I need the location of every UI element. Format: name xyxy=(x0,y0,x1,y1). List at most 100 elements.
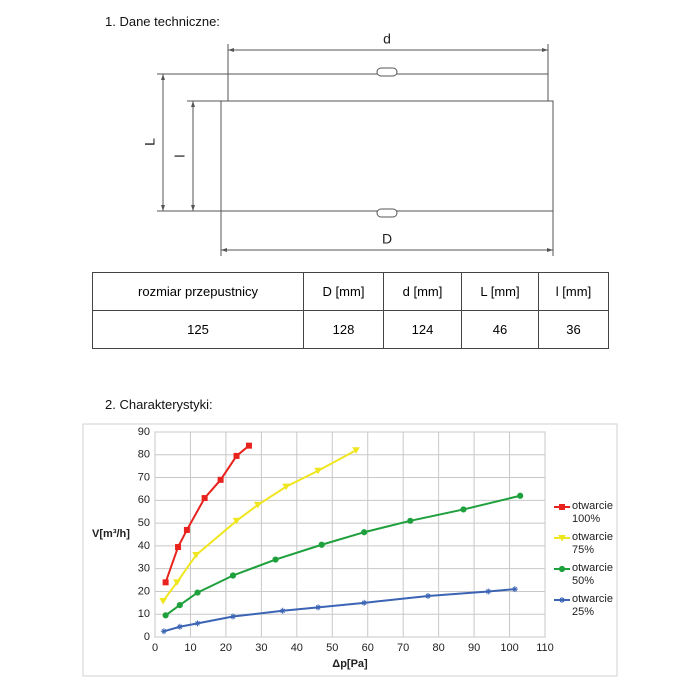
y-tick-label: 70 xyxy=(138,471,150,483)
marker xyxy=(282,483,291,491)
marker xyxy=(159,598,168,605)
dim-label: L xyxy=(142,138,158,146)
spec-table: rozmiar przepustnicy D [mm] d [mm] L [mm… xyxy=(92,272,609,349)
marker xyxy=(160,628,167,635)
marker xyxy=(352,447,360,454)
marker xyxy=(162,579,169,586)
tab xyxy=(376,67,398,77)
marker xyxy=(232,517,241,525)
marker xyxy=(315,604,322,611)
x-tick-label: 20 xyxy=(220,642,232,654)
legend-label: otwarcie 50% xyxy=(572,562,613,587)
y-tick-label: 0 xyxy=(144,631,150,643)
legend-item: otwarcie 25% xyxy=(553,593,623,624)
legend-item: otwarcie 75% xyxy=(553,531,623,562)
marker xyxy=(558,535,566,542)
marker xyxy=(176,602,183,609)
header-cell: d [mm] xyxy=(383,272,462,311)
marker xyxy=(201,495,208,502)
marker xyxy=(253,501,262,509)
marker xyxy=(173,579,181,586)
cell: 128 xyxy=(303,310,384,349)
header-cell: rozmiar przepustnicy xyxy=(92,272,304,311)
cell: 36 xyxy=(538,310,609,349)
diagram: d D L l xyxy=(142,31,554,256)
legend-label: otwarcie 100% xyxy=(572,500,613,525)
cell: 46 xyxy=(461,310,539,349)
marker xyxy=(194,620,201,627)
header-cell: L [mm] xyxy=(461,272,539,311)
x-tick-label: 100 xyxy=(500,642,518,654)
dim-label: d xyxy=(383,31,391,47)
marker xyxy=(559,504,565,510)
marker xyxy=(272,556,279,563)
legend-label: otwarcie 75% xyxy=(572,531,613,556)
y-axis-label: V[m³/h] xyxy=(92,528,130,540)
x-tick-label: 30 xyxy=(255,642,267,654)
marker xyxy=(318,541,325,548)
marker xyxy=(460,506,467,513)
chart-frame xyxy=(82,423,618,677)
y-tick-label: 80 xyxy=(138,449,150,461)
y-tick-label: 50 xyxy=(138,517,150,529)
marker xyxy=(245,442,252,449)
x-axis-label: Δp[Pa] xyxy=(332,658,368,670)
series-line xyxy=(162,449,357,602)
marker xyxy=(279,607,286,614)
x-tick-label: 50 xyxy=(326,642,338,654)
section-heading: 2. Charakterystyki: xyxy=(105,397,213,412)
x-tick-label: 80 xyxy=(433,642,445,654)
marker xyxy=(558,565,566,573)
cell: 124 xyxy=(383,310,462,349)
x-tick-label: 40 xyxy=(291,642,303,654)
marker xyxy=(511,586,518,593)
marker xyxy=(485,588,492,595)
series-line xyxy=(165,494,521,617)
x-tick-label: 10 xyxy=(184,642,196,654)
marker xyxy=(361,599,368,606)
legend-item: otwarcie 100% xyxy=(553,500,623,531)
marker xyxy=(175,544,182,551)
x-tick-label: 70 xyxy=(397,642,409,654)
tab xyxy=(376,208,398,218)
cell: 125 xyxy=(92,310,304,349)
y-tick-label: 20 xyxy=(138,585,150,597)
y-tick-label: 10 xyxy=(138,608,150,620)
marker xyxy=(162,612,169,619)
legend-swatch xyxy=(554,597,570,603)
marker xyxy=(176,623,183,630)
legend-label: otwarcie 25% xyxy=(572,593,613,618)
plot-area xyxy=(154,431,546,638)
legend: otwarcie 100% otwarcie 75% otwarcie 50% otw… xyxy=(553,500,623,624)
y-tick-label: 30 xyxy=(138,563,150,575)
marker xyxy=(229,572,237,579)
series-line xyxy=(163,588,515,633)
marker xyxy=(559,597,565,603)
marker xyxy=(183,526,190,533)
marker xyxy=(233,452,240,459)
marker xyxy=(230,613,236,620)
y-tick-label: 60 xyxy=(138,494,150,506)
legend-swatch xyxy=(554,504,570,510)
legend-swatch xyxy=(554,535,570,542)
x-tick-label: 60 xyxy=(362,642,374,654)
marker xyxy=(314,467,322,475)
y-tick-label: 90 xyxy=(138,426,150,438)
x-tick-label: 110 xyxy=(536,642,554,654)
header-cell: l [mm] xyxy=(538,272,609,311)
section-heading: 1. Dane techniczne: xyxy=(105,14,220,29)
header-cell: D [mm] xyxy=(303,272,384,311)
dim-label: D xyxy=(382,231,392,247)
marker xyxy=(517,492,524,499)
dim-label: l xyxy=(172,154,188,157)
marker xyxy=(425,593,431,599)
y-tick-label: 40 xyxy=(138,540,150,552)
legend-item: otwarcie 50% xyxy=(553,562,623,593)
marker xyxy=(192,552,201,559)
legend-swatch xyxy=(554,565,570,573)
x-tick-label: 90 xyxy=(468,642,480,654)
marker xyxy=(361,529,368,536)
marker xyxy=(407,517,414,524)
